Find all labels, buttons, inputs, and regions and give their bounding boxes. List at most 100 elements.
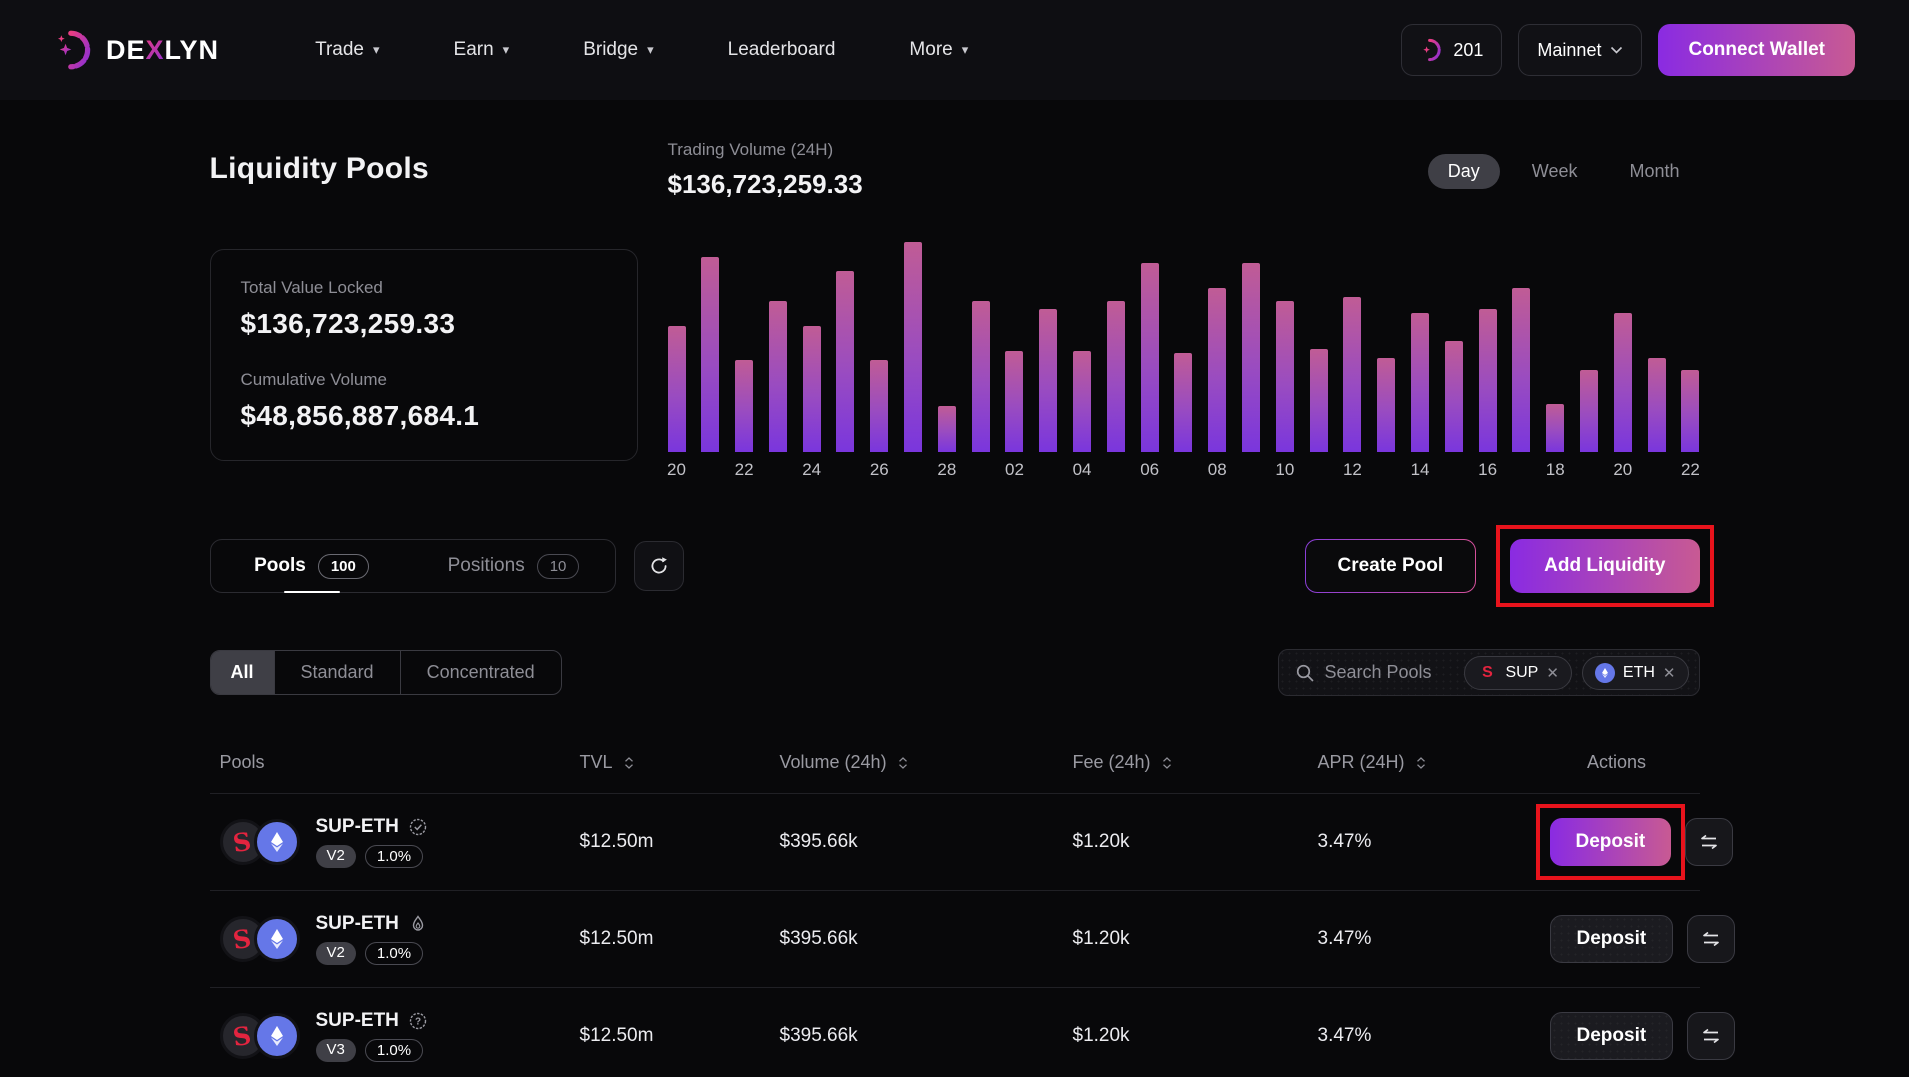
fee-cell: $1.20k — [1072, 831, 1130, 852]
nav-trade[interactable]: Trade ▾ — [315, 39, 380, 60]
chart-bar — [1039, 309, 1058, 452]
chart-bar-label: 14 — [1410, 460, 1430, 479]
page-title: Liquidity Pools — [209, 152, 429, 185]
gas-count: 201 — [1453, 39, 1484, 60]
pool-pair-cell: S SUP-ETH ? V3 1.0% — [219, 1010, 580, 1062]
chart-bar-label: 16 — [1478, 460, 1498, 479]
swap-button[interactable] — [1687, 1012, 1736, 1060]
swap-button[interactable] — [1687, 915, 1736, 963]
pool-pair-cell: S SUP-ETH V2 1.0% — [219, 816, 580, 868]
chart-bar — [971, 300, 990, 452]
create-pool-button[interactable]: Create Pool — [1305, 539, 1477, 593]
pair-name: SUP-ETH — [316, 816, 428, 838]
volume-bar-chart: 20 22 24 26 28 02 04 06 08 10 12 14 16 18 20 22 — [667, 242, 1700, 479]
add-liquidity-button[interactable]: Add Liquidity — [1510, 539, 1700, 593]
filter-chip-sup[interactable]: S SUP ✕ — [1464, 655, 1572, 690]
close-icon[interactable]: ✕ — [1546, 664, 1559, 682]
pool-pair-cell: S SUP-ETH V2 1.0% — [219, 913, 580, 965]
sup-token-icon: S — [1482, 663, 1493, 681]
pair-icons: S — [219, 1013, 300, 1059]
filter-row: All Standard Concentrated S SUP ✕ ETH ✕ — [209, 649, 1700, 696]
verified-badge-icon — [409, 818, 427, 836]
range-toggle: Day Week Month — [1427, 154, 1700, 189]
filter-chip-eth[interactable]: ETH ✕ — [1581, 655, 1689, 690]
nav-earn[interactable]: Earn ▾ — [453, 39, 510, 60]
chart-bar — [1377, 357, 1396, 452]
sort-icon — [1416, 756, 1425, 769]
filter-standard[interactable]: Standard — [273, 651, 400, 694]
connect-wallet-button[interactable]: Connect Wallet — [1658, 24, 1855, 76]
table-row[interactable]: S SUP-ETH ? V3 1.0% — [210, 988, 1736, 1077]
tvl-cell: $12.50m — [579, 831, 654, 852]
deposit-button[interactable]: Deposit — [1549, 818, 1672, 866]
nav-more[interactable]: More ▾ — [909, 39, 969, 60]
chart-bar-label: 18 — [1545, 460, 1565, 479]
chart-bar-label: 06 — [1140, 460, 1160, 479]
table-row[interactable]: S SUP-ETH V2 1.0% — [209, 794, 1734, 891]
red-highlight-box: Deposit — [1535, 804, 1686, 880]
hero-section: Liquidity Pools Total Value Locked $136,… — [209, 140, 1700, 479]
fee-tier-badge: 1.0% — [364, 1039, 424, 1062]
pools-toolbar: Pools 100 Positions 10 Create Pool Add L… — [209, 525, 1714, 607]
pools-positions-tabs: Pools 100 Positions 10 — [209, 539, 616, 593]
svg-text:?: ? — [415, 1017, 421, 1028]
filter-all[interactable]: All — [210, 651, 274, 694]
nav-bridge[interactable]: Bridge ▾ — [583, 39, 654, 60]
swap-icon — [1703, 1028, 1720, 1044]
chevron-down-icon: ▾ — [961, 42, 969, 57]
chart-bar — [1411, 313, 1430, 452]
chart-bar — [836, 271, 855, 452]
main-nav: Trade ▾ Earn ▾ Bridge ▾ Leaderboard More ▾ — [315, 39, 968, 61]
chart-bar-label: 28 — [937, 460, 957, 479]
col-actions: Actions — [1586, 752, 1647, 772]
chart-bar — [1580, 370, 1599, 452]
volume-cell: $395.66k — [779, 831, 858, 852]
sup-token-icon: S — [219, 819, 266, 865]
cumulative-volume-value: $48,856,887,684.1 — [240, 400, 480, 431]
range-week-button[interactable]: Week — [1531, 161, 1578, 181]
network-selector[interactable]: Mainnet — [1518, 24, 1643, 76]
filter-concentrated[interactable]: Concentrated — [399, 651, 561, 694]
chart-bar — [1208, 288, 1227, 452]
chart-bar — [1681, 370, 1700, 452]
pools-table: Pools TVL Volume (24h) Fee (24h) APR (24… — [209, 732, 1736, 1077]
chart-bar — [768, 300, 787, 452]
swap-button[interactable] — [1685, 818, 1734, 866]
fee-cell: $1.20k — [1072, 928, 1130, 949]
chart-bar — [1613, 313, 1632, 452]
swap-icon — [1703, 931, 1720, 947]
col-apr[interactable]: APR (24H) — [1318, 752, 1550, 773]
nav-leaderboard[interactable]: Leaderboard — [727, 39, 836, 60]
range-month-button[interactable]: Month — [1629, 161, 1680, 181]
chart-bar — [1174, 353, 1193, 452]
col-tvl[interactable]: TVL — [580, 752, 780, 773]
deposit-button[interactable]: Deposit — [1549, 1012, 1674, 1060]
chart-bar — [870, 359, 889, 452]
dexlyn-logo-icon — [57, 30, 91, 70]
search-pools-box[interactable]: S SUP ✕ ETH ✕ — [1277, 649, 1700, 696]
chart-bar — [1647, 357, 1666, 452]
deposit-button[interactable]: Deposit — [1549, 915, 1674, 963]
cumulative-volume-label: Cumulative Volume — [240, 370, 387, 389]
chart-bar-label: 24 — [802, 460, 822, 479]
tab-positions[interactable]: Positions 10 — [413, 540, 615, 592]
pair-name: SUP-ETH ? — [316, 1010, 428, 1032]
chart-bar-label: 02 — [1005, 460, 1024, 479]
volume-cell: $395.66k — [779, 928, 858, 949]
pools-count-badge: 100 — [317, 553, 369, 579]
chart-bar-label: 12 — [1342, 460, 1362, 479]
gas-indicator[interactable]: 201 — [1401, 24, 1503, 76]
brand-logo[interactable]: DEXLYN — [54, 29, 219, 71]
chart-bar — [1275, 300, 1294, 452]
col-volume[interactable]: Volume (24h) — [780, 752, 1073, 773]
search-input[interactable] — [1324, 662, 1455, 683]
eth-token-icon — [1594, 662, 1615, 683]
col-fee[interactable]: Fee (24h) — [1073, 752, 1318, 773]
refresh-button[interactable] — [633, 541, 684, 591]
table-row[interactable]: S SUP-ETH V2 1.0% — [209, 891, 1736, 988]
col-pools: Pools — [219, 752, 265, 772]
close-icon[interactable]: ✕ — [1662, 664, 1676, 682]
range-day-button[interactable]: Day — [1427, 154, 1500, 189]
tab-pools[interactable]: Pools 100 — [211, 540, 413, 593]
chart-bar — [735, 359, 754, 452]
